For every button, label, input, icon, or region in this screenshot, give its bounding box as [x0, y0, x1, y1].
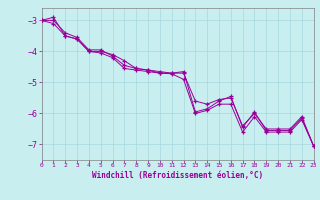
X-axis label: Windchill (Refroidissement éolien,°C): Windchill (Refroidissement éolien,°C)	[92, 171, 263, 180]
